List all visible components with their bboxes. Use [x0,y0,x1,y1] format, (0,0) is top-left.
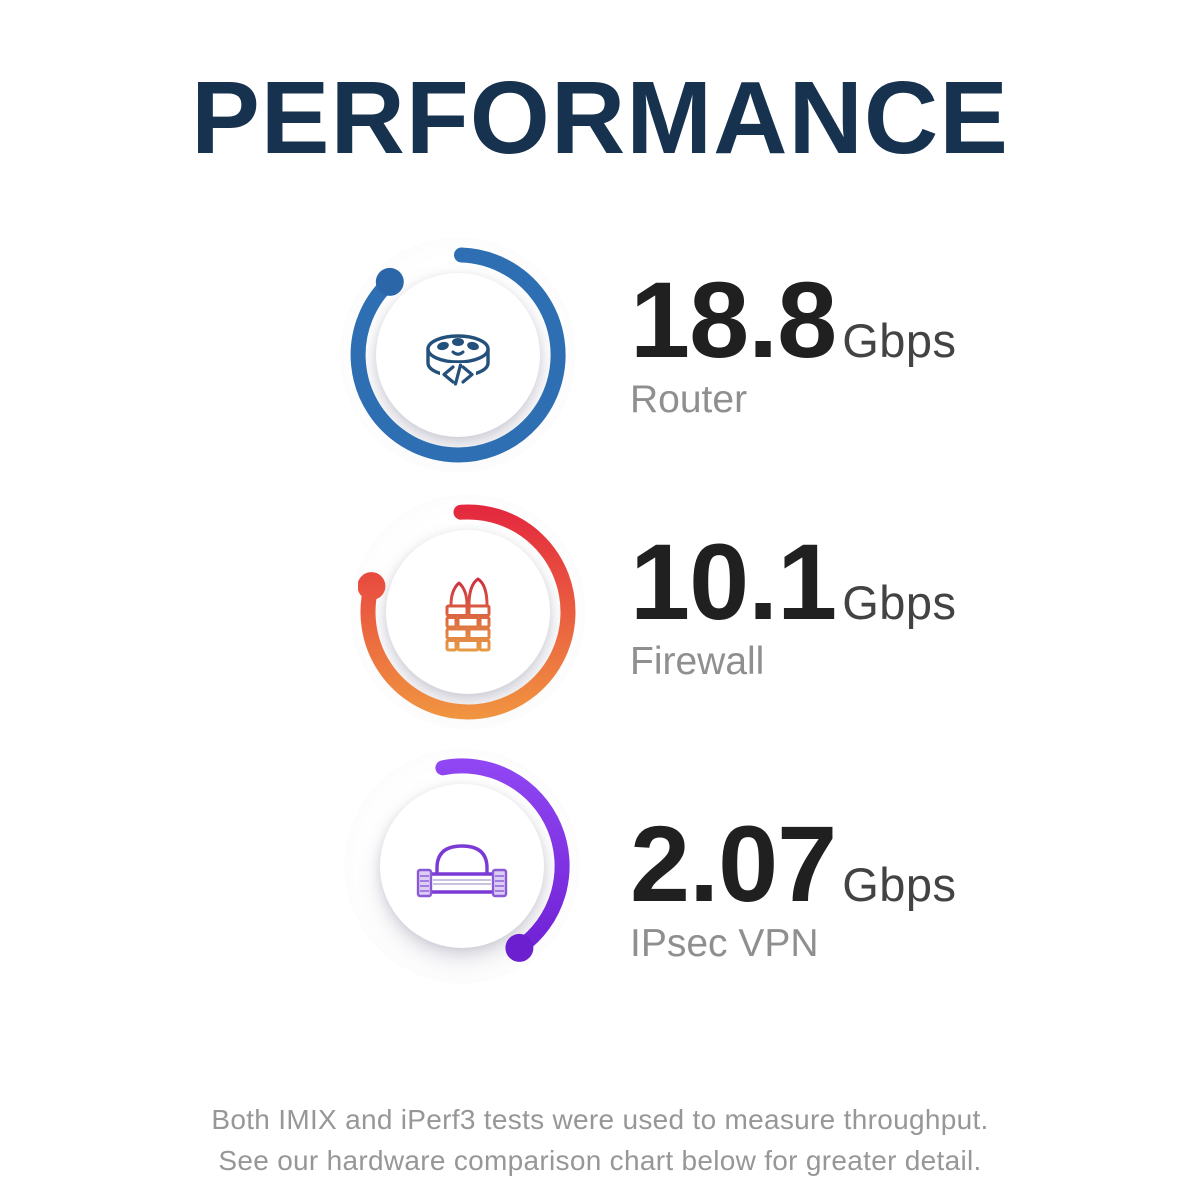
router-unit: Gbps [842,314,957,367]
vpn-gauge-arc [435,758,570,962]
page-title: PERFORMANCE [191,60,1009,175]
router-icon [426,334,490,386]
firewall-value: 10.1 [630,521,837,642]
vpn-tunnel-icon [416,844,508,898]
firewall-gauge-arc [358,504,576,720]
gauge-inner-circle [380,784,544,948]
firewall-icon [445,577,491,652]
firewall-label: Firewall [630,640,765,683]
footer-line-2: See our hardware comparison chart below … [218,1145,982,1177]
vpn-value: 2.07 [630,803,837,924]
firewall-gauge [350,494,586,730]
router-label: Router [630,378,748,421]
vpn-gauge [344,748,580,984]
router-gauge [340,237,576,473]
router-metric: 18.8 Gbps Router [630,259,957,421]
router-value: 18.8 [630,259,837,380]
firewall-metric: 10.1 Gbps Firewall [630,521,957,683]
footer-line-1: Both IMIX and iPerf3 tests were used to … [211,1104,989,1135]
firewall-unit: Gbps [842,576,957,629]
vpn-unit: Gbps [842,858,957,911]
vpn-label: IPsec VPN [630,922,819,965]
footer-note: Both IMIX and iPerf3 tests were used to … [0,1099,1200,1182]
vpn-metric: 2.07 Gbps IPsec VPN [630,803,957,965]
router-gauge-arc [350,247,566,463]
